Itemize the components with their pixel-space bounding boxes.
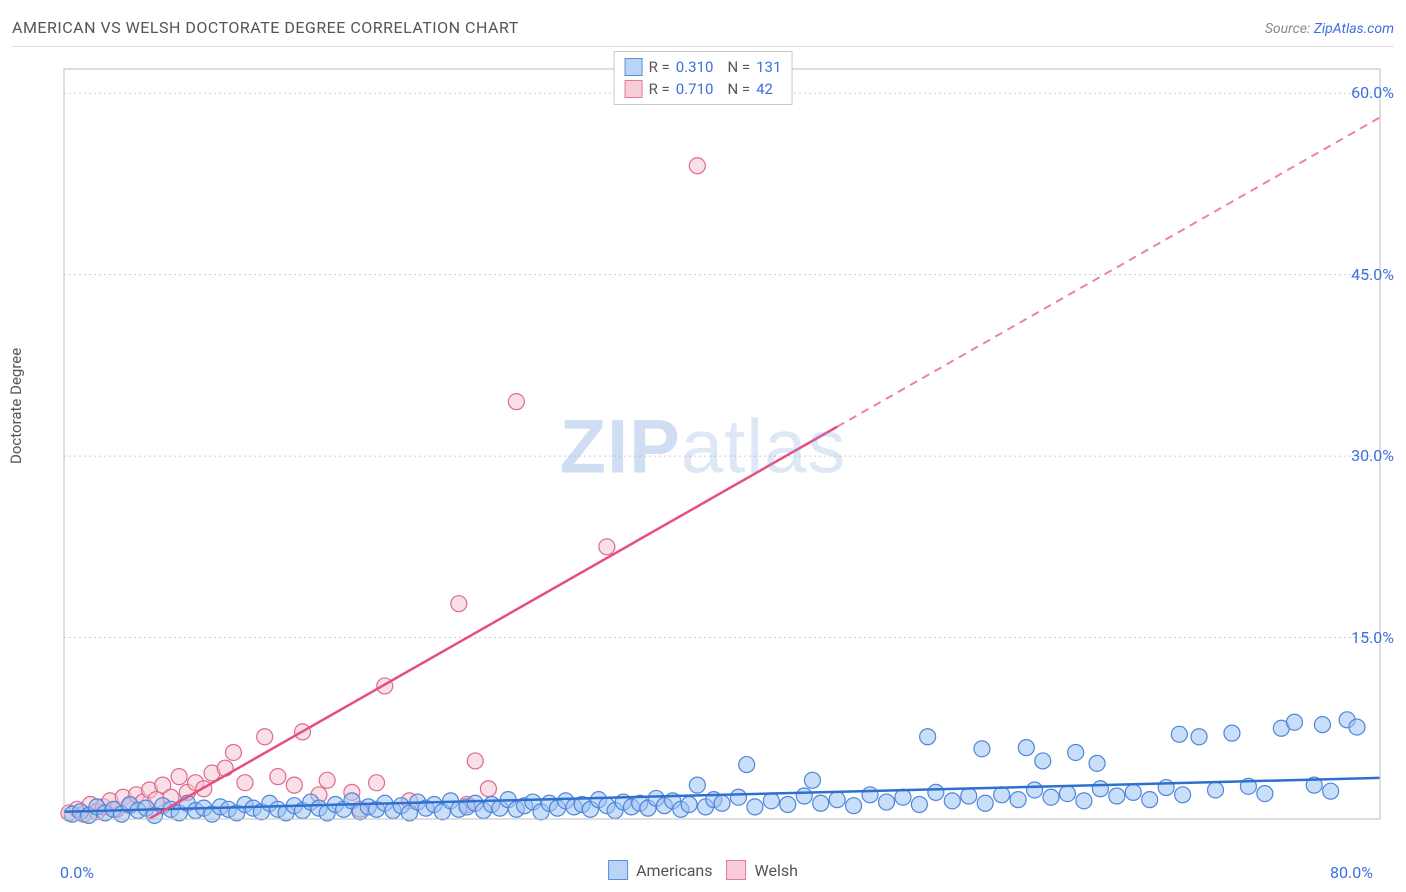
americans-point	[846, 798, 862, 814]
americans-point	[920, 729, 936, 745]
americans-point	[1092, 781, 1108, 797]
welsh-point	[257, 729, 273, 745]
americans-point	[1035, 753, 1051, 769]
y-tick-label: 60.0%	[1351, 83, 1394, 102]
legend-item-welsh: Welsh	[727, 860, 798, 880]
welsh-point	[467, 753, 483, 769]
americans-point	[829, 792, 845, 808]
correlation-legend: R =0.310N =131R =0.710N =42	[614, 51, 793, 105]
americans-point	[1171, 726, 1187, 742]
americans-point	[796, 788, 812, 804]
plot-area: Doctorate Degree ZIPatlas R =0.310N =131…	[12, 46, 1394, 880]
welsh-trendline	[149, 427, 837, 819]
welsh-point	[451, 596, 467, 612]
welsh-point	[237, 775, 253, 791]
americans-point	[944, 793, 960, 809]
chart-header: AMERICAN VS WELSH DOCTORATE DEGREE CORRE…	[12, 18, 1394, 37]
americans-point	[961, 788, 977, 804]
americans-point	[763, 793, 779, 809]
welsh-point	[369, 775, 385, 791]
americans-point	[813, 795, 829, 811]
welsh-point	[270, 769, 286, 785]
americans-point	[895, 789, 911, 805]
americans-point	[1314, 717, 1330, 733]
y-tick-label: 45.0%	[1351, 265, 1394, 284]
americans-point	[730, 789, 746, 805]
welsh-point	[225, 744, 241, 760]
y-tick-label: 30.0%	[1351, 446, 1394, 465]
americans-point	[1349, 719, 1365, 735]
americans-point	[1191, 729, 1207, 745]
americans-point	[974, 741, 990, 757]
americans-point	[911, 796, 927, 812]
americans-point	[1142, 792, 1158, 808]
welsh-trendline-extrapolated	[837, 117, 1380, 426]
americans-point	[928, 784, 944, 800]
americans-point	[1018, 740, 1034, 756]
welsh-swatch-icon	[625, 80, 643, 98]
americans-point	[1109, 788, 1125, 804]
americans-point	[1323, 783, 1339, 799]
americans-point	[1076, 793, 1092, 809]
americans-point	[1175, 787, 1191, 803]
americans-point	[689, 777, 705, 793]
scatter-plot-svg	[60, 59, 1390, 849]
chart-source: Source: ZipAtlas.com	[1265, 21, 1394, 37]
americans-point	[1125, 784, 1141, 800]
americans-point	[747, 799, 763, 815]
welsh-point	[286, 777, 302, 793]
americans-point	[1010, 792, 1026, 808]
y-tick-label: 15.0%	[1351, 628, 1394, 647]
americans-point	[1059, 786, 1075, 802]
series-legend: Americans Welsh	[600, 860, 806, 880]
americans-point	[804, 772, 820, 788]
chart-title: AMERICAN VS WELSH DOCTORATE DEGREE CORRE…	[12, 18, 519, 37]
americans-point	[780, 796, 796, 812]
americans-point	[977, 795, 993, 811]
plot-border	[64, 69, 1380, 819]
americans-swatch-icon	[608, 860, 628, 880]
americans-point	[1208, 782, 1224, 798]
americans-point	[994, 787, 1010, 803]
americans-point	[879, 794, 895, 810]
americans-point	[1224, 725, 1240, 741]
americans-point	[1068, 744, 1084, 760]
americans-swatch-icon	[625, 58, 643, 76]
welsh-swatch-icon	[727, 860, 747, 880]
americans-point	[1158, 780, 1174, 796]
americans-point	[1043, 789, 1059, 805]
welsh-point	[508, 394, 524, 410]
x-tick-label: 0.0%	[60, 863, 94, 882]
source-link[interactable]: ZipAtlas.com	[1314, 21, 1394, 37]
americans-point	[681, 796, 697, 812]
americans-point	[1286, 714, 1302, 730]
y-axis-label: Doctorate Degree	[7, 347, 25, 463]
correlation-row-americans: R =0.310N =131	[625, 56, 782, 78]
welsh-point	[217, 760, 233, 776]
welsh-point	[599, 539, 615, 555]
welsh-point	[689, 158, 705, 174]
welsh-point	[319, 772, 335, 788]
americans-point	[1027, 782, 1043, 798]
americans-point	[862, 787, 878, 803]
legend-item-americans: Americans	[608, 860, 712, 880]
correlation-row-welsh: R =0.710N =42	[625, 78, 782, 100]
americans-point	[739, 757, 755, 773]
americans-point	[714, 795, 730, 811]
x-tick-label: 80.0%	[1330, 863, 1373, 882]
americans-point	[1089, 755, 1105, 771]
americans-point	[1257, 786, 1273, 802]
welsh-point	[171, 769, 187, 785]
welsh-point	[480, 781, 496, 797]
